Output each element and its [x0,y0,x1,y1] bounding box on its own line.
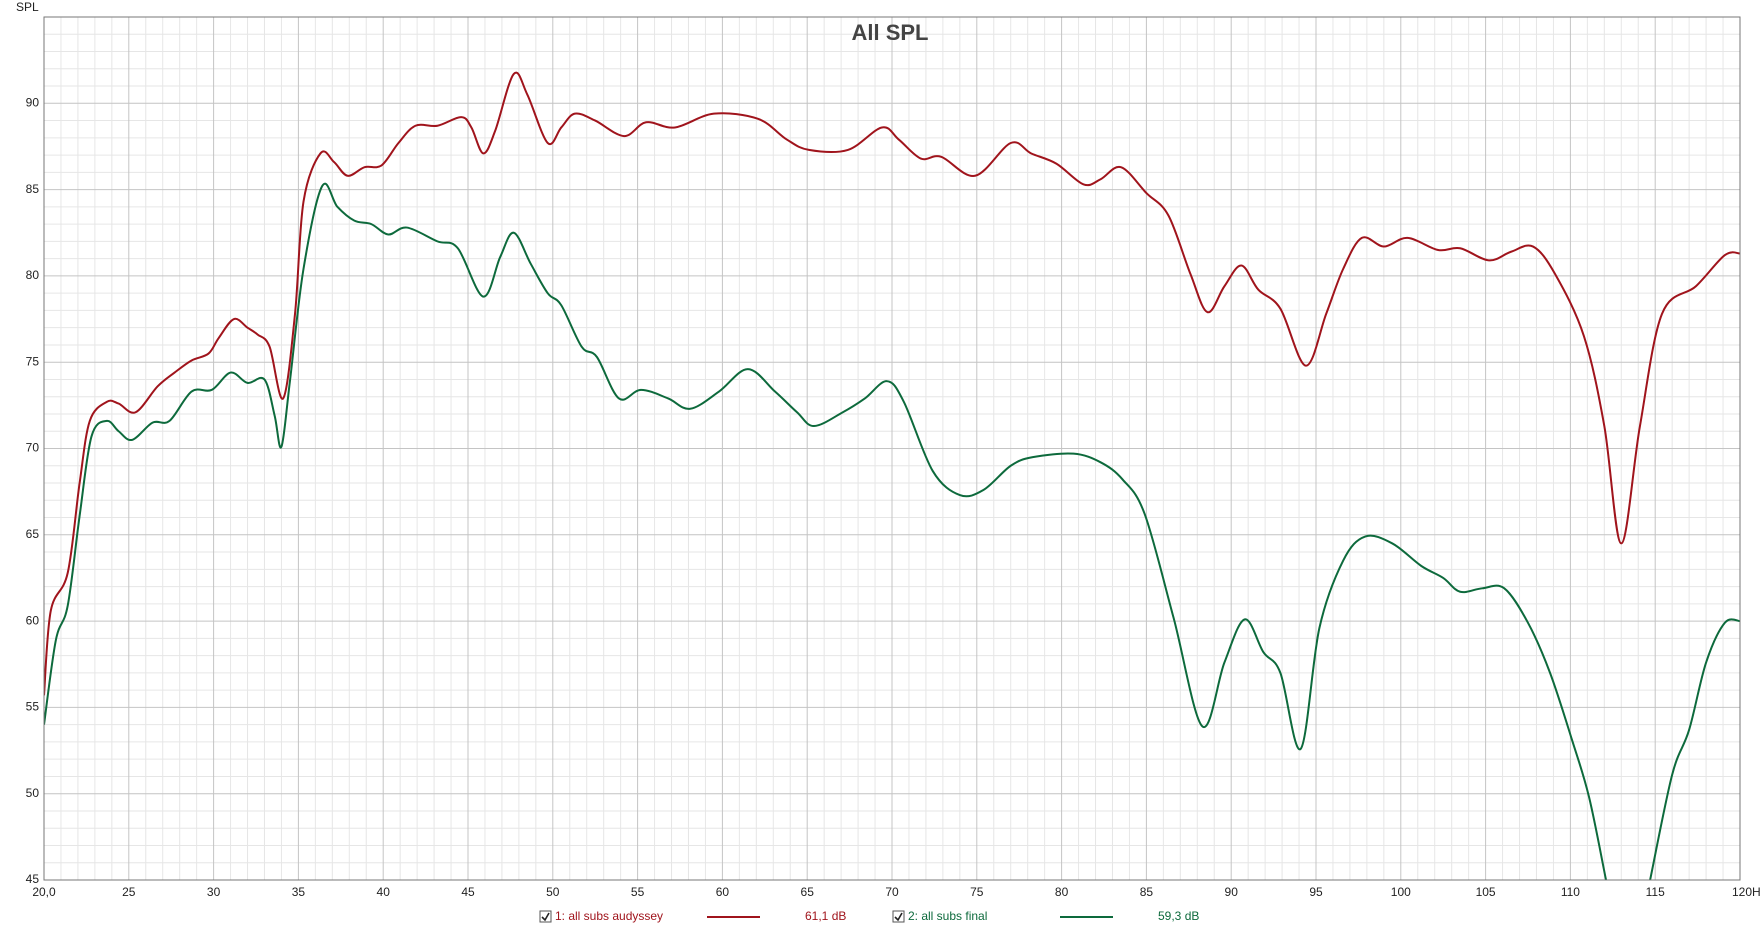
x-tick-label: 105 [1476,885,1496,899]
legend-value: 61,1 dB [805,909,846,923]
legend-label: 1: all subs audyssey [555,909,663,923]
x-tick-label: 60 [716,885,730,899]
y-tick-label: 45 [26,872,40,886]
series-line [44,71,1740,696]
x-tick-label: 90 [1225,885,1239,899]
x-tick-label: 100 [1391,885,1411,899]
x-tick-label: 80 [1055,885,1069,899]
y-axis-label: SPL [16,0,39,14]
y-tick-label: 70 [26,441,40,455]
x-tick-label: 40 [377,885,391,899]
series-line [44,182,1740,880]
x-tick-label: 110 [1561,885,1580,899]
x-tick-label: 65 [801,885,815,899]
x-tick-label: 115 [1646,885,1665,899]
legend-checkmark [894,912,903,922]
plot-border [43,16,1741,881]
y-tick-label: 60 [26,613,40,627]
y-tick-label: 90 [26,95,40,109]
legend-value: 59,3 dB [1158,909,1199,923]
y-tick-label: 75 [26,354,40,368]
x-tick-label: 95 [1309,885,1323,899]
x-tick-label: 55 [631,885,645,899]
y-tick-label: 65 [26,527,40,541]
y-tick-label: 55 [26,700,40,714]
x-tick-label: 20,0 [32,885,56,899]
legend-checkmark [541,912,550,922]
grid [43,17,1741,881]
chart-title: All SPL [851,20,928,45]
x-tick-label: 75 [970,885,984,899]
x-tick-label: 35 [292,885,306,899]
x-tick-label: 30 [207,885,221,899]
y-tick-label: 80 [26,268,40,282]
x-tick-label: 120Hz [1732,885,1761,899]
x-tick-label: 25 [122,885,136,899]
legend: 1: all subs audyssey 61,1 dB 2: all subs f… [539,909,1199,923]
legend-checkbox[interactable] [539,910,552,923]
legend-label: 2: all subs final [908,909,987,923]
y-tick-label: 85 [26,182,40,196]
y-tick-label: 50 [26,786,40,800]
x-tick-label: 50 [546,885,560,899]
x-tick-label: 45 [461,885,475,899]
legend-checkbox[interactable] [892,910,905,923]
x-tick-label: 70 [885,885,899,899]
lines [44,71,1740,880]
x-tick-label: 85 [1140,885,1154,899]
